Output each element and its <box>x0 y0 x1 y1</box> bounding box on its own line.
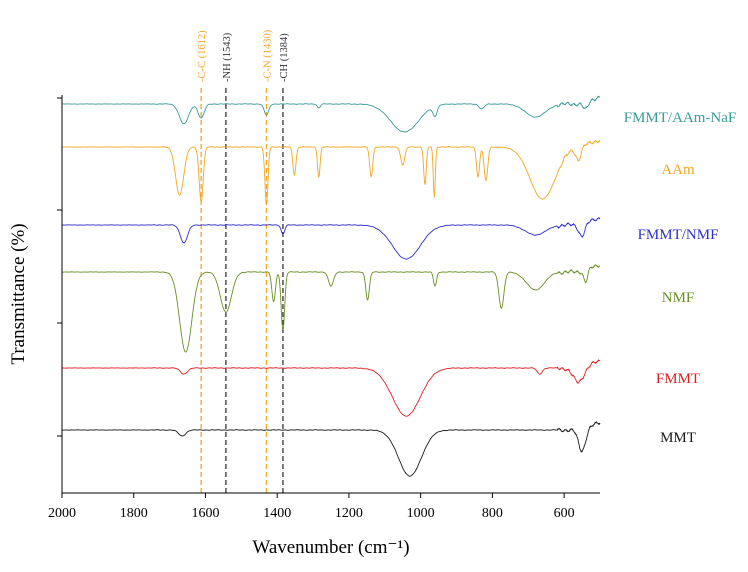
y-axis-title: Transmittance (%) <box>8 223 29 364</box>
spectrum-line <box>61 421 601 477</box>
x-tick-label: 1800 <box>120 506 148 521</box>
spectrum-line <box>61 264 601 353</box>
series-label: FMMT/AAm-NaF <box>624 110 737 126</box>
spectrum-line <box>61 139 601 206</box>
series-labels: FMMT/AAm-NaF AAm FMMT/NMF NMF FMMT MMT <box>624 110 737 446</box>
x-tick-label: 1600 <box>191 506 219 521</box>
spectrum-line <box>61 95 601 133</box>
reference-label: -NH (1543) <box>222 32 233 82</box>
x-tick-label: 1000 <box>407 506 435 521</box>
x-axis-title: Wavenumber (cm⁻¹) <box>252 537 409 558</box>
spectrum-line <box>61 359 601 417</box>
series-label: FMMT <box>656 371 700 387</box>
series-label: AAm <box>661 162 695 178</box>
reference-label: -CH (1384) <box>279 33 290 82</box>
reference-label: -C-N (1430) <box>262 29 273 82</box>
x-ticks: 2000 1800 1600 1400 1200 1000 800 600 <box>48 493 575 521</box>
spectra <box>61 95 601 477</box>
x-tick-label: 1400 <box>263 506 291 521</box>
reference-lines: -C-C (1612) -NH (1543) -C-N (1430) -CH (138… <box>197 29 290 493</box>
x-tick-label: 600 <box>554 506 575 521</box>
x-tick-label: 2000 <box>48 506 76 521</box>
reference-label: -C-C (1612) <box>197 30 208 82</box>
spectrum-line <box>61 217 601 260</box>
axes <box>61 95 600 494</box>
series-label: MMT <box>660 430 696 446</box>
series-label: NMF <box>662 290 695 306</box>
series-label: FMMT/NMF <box>638 227 719 243</box>
y-ticks <box>57 97 62 437</box>
x-tick-label: 800 <box>482 506 503 521</box>
x-tick-label: 1200 <box>335 506 363 521</box>
